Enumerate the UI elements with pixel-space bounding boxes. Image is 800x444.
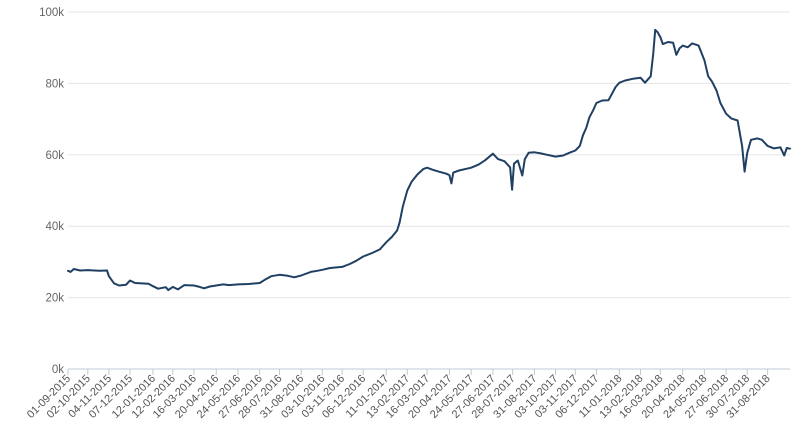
y-tick-label: 60k xyxy=(45,150,64,162)
series-layer xyxy=(67,28,791,292)
gridlines xyxy=(68,11,790,299)
y-tick-label: 80k xyxy=(45,78,64,90)
y-tick-label: 40k xyxy=(45,221,64,233)
x-axis xyxy=(67,368,790,375)
y-tick-label: 20k xyxy=(45,293,64,305)
y-tick-label: 100k xyxy=(39,7,64,19)
y-tick-label: 0k xyxy=(52,364,64,376)
series-line xyxy=(67,28,791,292)
x-axis-labels: 01-09-201502-10-201504-11-201507-12-2015… xyxy=(25,373,773,421)
y-axis-labels: 0k 20k 40k 60k 80k 100k xyxy=(39,7,64,376)
